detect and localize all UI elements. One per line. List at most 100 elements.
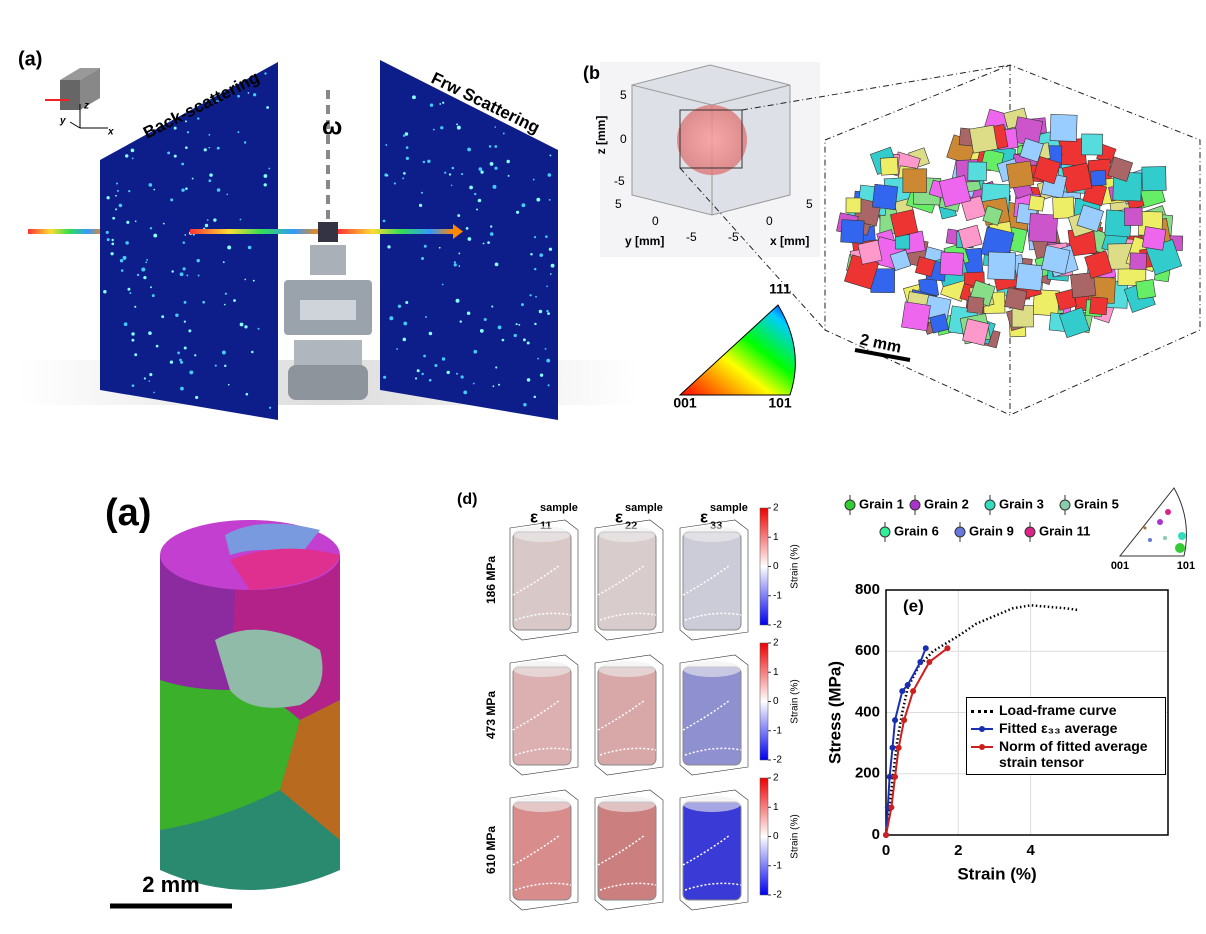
spot [181,163,184,166]
spot [123,256,127,260]
spot [396,348,398,350]
data-point [896,745,902,751]
spot [106,196,109,199]
grain [969,125,997,153]
spot [132,158,134,160]
grain [1142,166,1166,190]
data-point [883,832,889,838]
spot [456,299,460,303]
grain [903,169,927,193]
strain-cylinder [513,667,571,765]
spot [202,301,205,304]
row-label: 610 MPa [484,826,498,874]
inset-box [600,62,820,257]
panel-label: (a) [105,492,151,534]
spot [269,407,271,409]
spot [125,241,129,245]
spot [112,217,115,220]
grain-marker [845,500,855,510]
spot [533,179,535,181]
grain [939,175,970,206]
colorbar-label: 0 [773,831,779,842]
spot [186,274,188,276]
colorbar-title: Strain (%) [790,814,801,858]
spot [120,259,123,262]
colorbar [760,778,768,895]
spot [429,379,432,382]
spot [170,360,173,363]
spot [389,316,393,320]
beam [338,229,453,234]
spot [415,377,417,379]
grain [1006,161,1033,188]
spot [412,95,416,99]
spot [427,160,430,163]
spot [184,301,187,304]
spot [535,296,537,298]
grain [1130,253,1147,270]
colorbar-label: 1 [773,802,779,813]
tick-label: -5 [728,230,739,244]
grain-cylinder [160,520,340,890]
grain-label: Grain 6 [894,523,939,538]
spot [208,179,211,182]
spot [180,361,183,364]
spot [135,220,137,222]
spot [495,263,499,267]
spot [116,182,118,184]
spot [248,246,252,250]
grain [1090,297,1108,315]
x-axis-title: Strain (%) [957,864,1036,883]
spot [489,145,492,148]
spot [550,155,552,157]
spot [403,135,405,137]
spot [534,323,536,325]
spot [171,270,173,272]
spot [184,320,186,322]
spot [406,146,409,149]
colorbar-title: Strain (%) [790,679,801,723]
grain [1016,263,1043,290]
strain-cylinder [598,802,656,900]
spot [452,167,455,170]
spot [383,220,386,223]
spot [144,377,146,379]
spot [444,172,446,174]
cylinder-top [683,661,741,677]
spot [405,301,408,304]
colorbar-label: -1 [773,725,782,736]
grain [880,157,898,175]
spot [527,341,530,344]
spot [423,161,425,163]
spot [540,373,543,376]
spot [146,259,148,261]
spot [402,177,404,179]
data-point [890,745,896,751]
spot [228,384,230,386]
spot [207,219,209,221]
spot [175,314,178,317]
grain [1029,195,1045,211]
x-tick-label: 2 [954,842,962,859]
colorbar-label: 2 [773,773,779,784]
grain [963,319,990,346]
spot [447,371,450,374]
spot [177,352,180,355]
grain [1004,288,1027,311]
spot [516,211,519,214]
spot [184,347,187,350]
strain-cylinder [598,532,656,630]
spot [451,184,453,186]
grain [1082,134,1103,155]
spot [189,370,193,374]
spot [117,190,119,192]
spot [129,292,131,294]
spot [490,225,492,227]
colorbar-label: 1 [773,532,779,543]
strain-cylinder [683,802,741,900]
x-tick-label: 4 [1026,842,1035,859]
row-label: 186 MPa [484,556,498,604]
spot [224,304,226,306]
ipf-label: 001 [673,395,697,411]
spot [225,293,227,295]
